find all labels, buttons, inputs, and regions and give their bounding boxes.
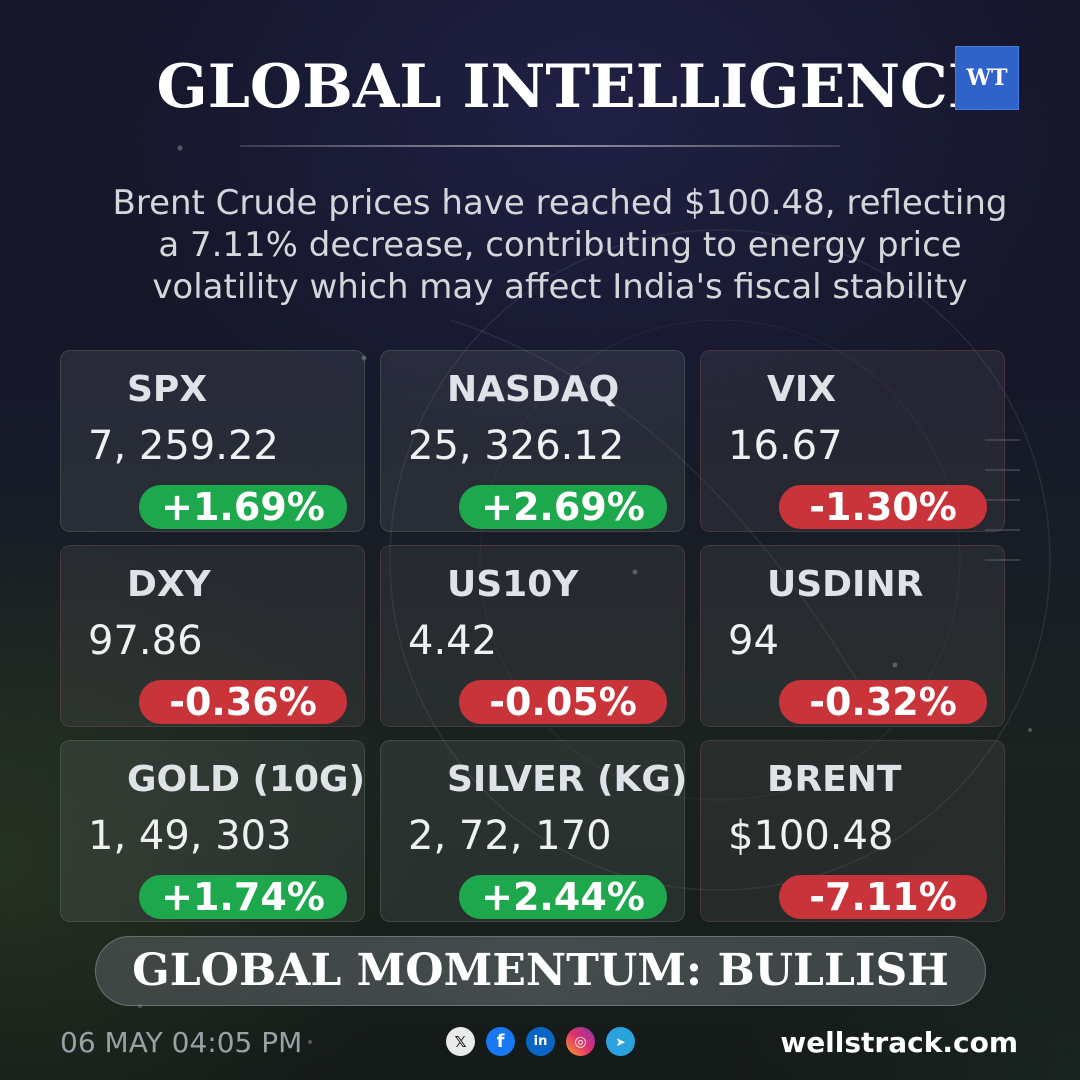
change-badge: -0.05% — [459, 680, 667, 724]
change-badge: -7.11% — [779, 875, 987, 919]
market-card-us10y: US10Y 4.42 -0.05% — [380, 545, 685, 727]
card-name: GOLD (10G) — [127, 759, 366, 800]
x-icon[interactable]: 𝕏 — [446, 1027, 475, 1056]
card-value: 4.42 — [408, 618, 498, 664]
change-badge: +1.69% — [139, 485, 347, 529]
market-card-dxy: DXY 97.86 -0.36% — [60, 545, 365, 727]
market-card-nasdaq: NASDAQ 25, 326.12 +2.69% — [380, 350, 685, 532]
card-value: 1, 49, 303 — [88, 813, 292, 859]
market-card-vix: VIX 16.67 -1.30% — [700, 350, 1005, 532]
headline-line: volatility which may affect India's fisc… — [152, 267, 968, 307]
change-badge: -0.36% — [139, 680, 347, 724]
website-link[interactable]: wellstrack.com — [780, 1026, 1018, 1059]
change-badge: +2.69% — [459, 485, 667, 529]
market-grid: SPX 7, 259.22 +1.69% NASDAQ 25, 326.12 +… — [60, 350, 1006, 924]
card-value: 97.86 — [88, 618, 203, 664]
card-value: $100.48 — [728, 813, 894, 859]
social-links: 𝕏 f in ◎ ➤ — [446, 1027, 635, 1056]
card-value: 2, 72, 170 — [408, 813, 612, 859]
market-card-spx: SPX 7, 259.22 +1.69% — [60, 350, 365, 532]
linkedin-icon[interactable]: in — [526, 1027, 555, 1056]
card-name: SILVER (KG) — [447, 759, 688, 800]
card-name: SPX — [127, 369, 208, 410]
title-divider — [240, 145, 840, 147]
market-card-gold: GOLD (10G) 1, 49, 303 +1.74% — [60, 740, 365, 922]
card-name: DXY — [127, 564, 211, 605]
change-badge: +2.44% — [459, 875, 667, 919]
change-badge: -1.30% — [779, 485, 987, 529]
card-name: VIX — [767, 369, 837, 410]
instagram-icon[interactable]: ◎ — [566, 1027, 595, 1056]
card-name: BRENT — [767, 759, 902, 800]
headline: Brent Crude prices have reached $100.48,… — [40, 182, 1080, 308]
card-name: NASDAQ — [447, 369, 620, 410]
change-badge: -0.32% — [779, 680, 987, 724]
headline-line: Brent Crude prices have reached $100.48,… — [112, 183, 1008, 223]
change-badge: +1.74% — [139, 875, 347, 919]
timestamp: 06 MAY 04:05 PM — [60, 1026, 303, 1059]
market-card-brent: BRENT $100.48 -7.11% — [700, 740, 1005, 922]
market-card-usdinr: USDINR 94 -0.32% — [700, 545, 1005, 727]
brand-logo: WT — [955, 46, 1019, 110]
card-value: 16.67 — [728, 423, 843, 469]
card-name: USDINR — [767, 564, 924, 605]
page-title: GLOBAL INTELLIGENCE — [156, 52, 994, 122]
momentum-banner: GLOBAL MOMENTUM: BULLISH — [95, 936, 986, 1006]
market-card-silver: SILVER (KG) 2, 72, 170 +2.44% — [380, 740, 688, 922]
card-value: 25, 326.12 — [408, 423, 625, 469]
facebook-icon[interactable]: f — [486, 1027, 515, 1056]
logo-text: WT — [966, 65, 1008, 91]
card-value: 94 — [728, 618, 779, 664]
card-name: US10Y — [447, 564, 579, 605]
headline-line: a 7.11% decrease, contributing to energy… — [158, 225, 962, 265]
card-value: 7, 259.22 — [88, 423, 279, 469]
telegram-icon[interactable]: ➤ — [606, 1027, 635, 1056]
